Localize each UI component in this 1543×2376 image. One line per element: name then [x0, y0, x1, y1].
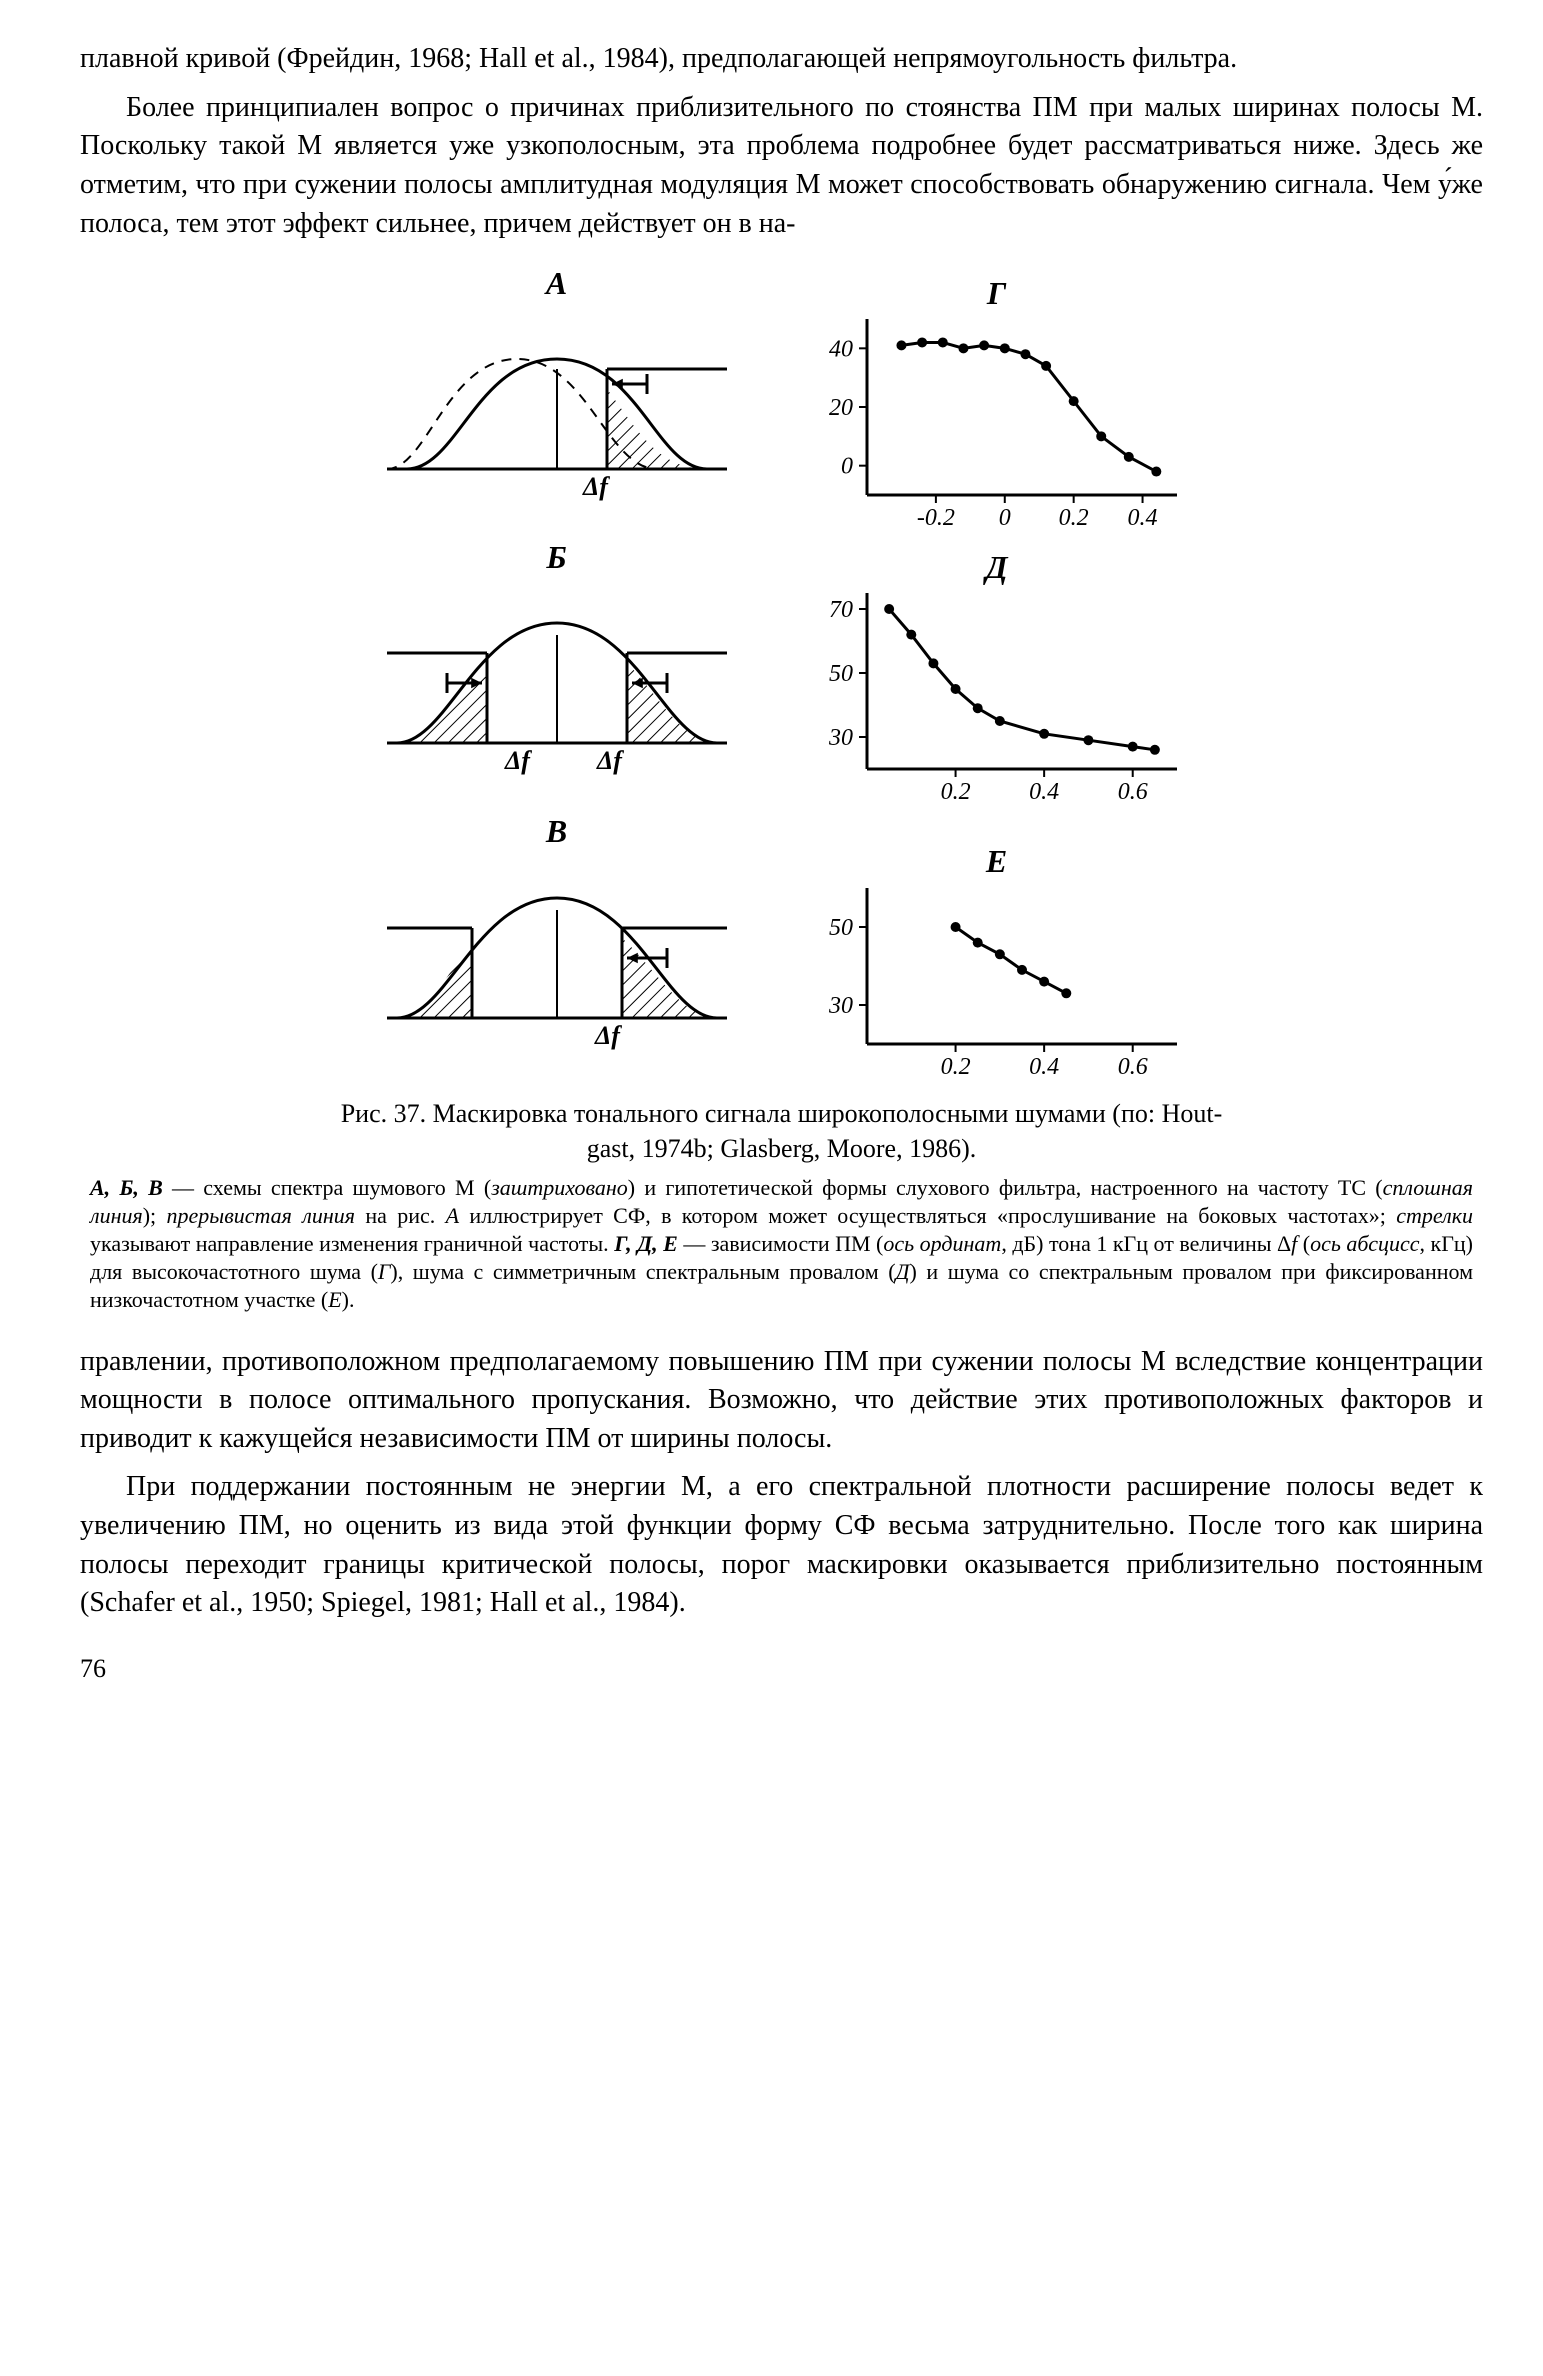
svg-text:Δf: Δf: [594, 1021, 622, 1050]
svg-text:50: 50: [829, 661, 853, 687]
svg-text:50: 50: [829, 915, 853, 941]
figure-caption-line-1: Рис. 37. Маскировка тонального сигнала ш…: [341, 1099, 1223, 1128]
svg-text:0.4: 0.4: [1029, 779, 1059, 803]
figure-caption-line-2: gast, 1974b; Glasberg, Moore, 1986).: [587, 1134, 976, 1163]
svg-text:30: 30: [828, 725, 853, 751]
figure-panel-В: ВΔf: [377, 809, 737, 1077]
svg-text:-0.2: -0.2: [916, 505, 954, 529]
svg-text:Δf: Δf: [596, 746, 624, 775]
paragraph-4: При поддержании постоянным не энергии М,…: [80, 1468, 1483, 1623]
paragraph-1: плавной кривой (Фрейдин, 1968; Hall et a…: [80, 40, 1483, 79]
svg-text:0.6: 0.6: [1117, 779, 1147, 803]
svg-text:0.6: 0.6: [1117, 1054, 1147, 1078]
page-number: 76: [80, 1651, 1483, 1687]
figure-panel-Г: Г02040-0.200.20.4: [807, 271, 1187, 529]
svg-text:0.4: 0.4: [1127, 505, 1157, 529]
svg-text:Δf: Δf: [504, 746, 532, 775]
figure-caption: Рис. 37. Маскировка тонального сигнала ш…: [110, 1096, 1453, 1166]
figure-panel-А: АΔf: [377, 261, 737, 529]
svg-text:0.2: 0.2: [940, 1054, 970, 1078]
figure-panel-Д: Д3050700.20.40.6: [807, 545, 1187, 803]
svg-text:Δf: Δf: [582, 472, 610, 501]
svg-text:20: 20: [829, 395, 853, 421]
svg-text:0: 0: [841, 454, 853, 480]
svg-text:0.4: 0.4: [1029, 1054, 1059, 1078]
svg-text:0.2: 0.2: [1058, 505, 1088, 529]
svg-text:0: 0: [998, 505, 1010, 529]
svg-text:30: 30: [828, 993, 853, 1019]
paragraph-2: Более принципиален вопрос о причинах при…: [80, 89, 1483, 244]
figure-panel-Е: Е30500.20.40.6: [807, 839, 1187, 1077]
svg-text:40: 40: [829, 337, 853, 363]
svg-text:0.2: 0.2: [940, 779, 970, 803]
paragraph-3: правлении, противоположном предполагаемо…: [80, 1343, 1483, 1459]
figure-panel-Б: БΔfΔf: [377, 535, 737, 803]
svg-text:70: 70: [829, 597, 853, 623]
figure-37: АΔfГ02040-0.200.20.4БΔfΔfД3050700.20.40.…: [80, 261, 1483, 1314]
figure-legend: А, Б, В — схемы спектра шумового М (зашт…: [90, 1174, 1473, 1315]
